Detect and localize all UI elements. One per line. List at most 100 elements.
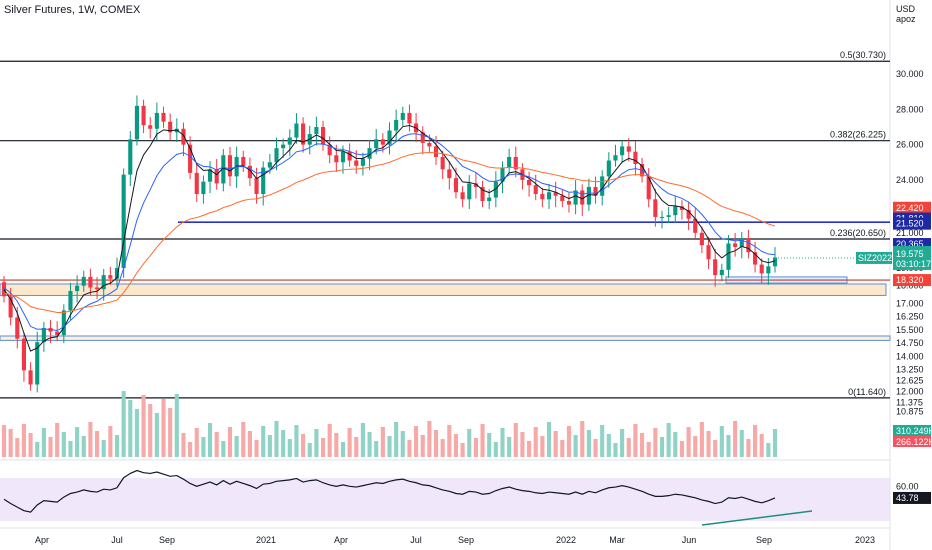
candle-body [380, 139, 385, 145]
candle-body [294, 123, 299, 138]
price-tick-label: 14.750 [896, 338, 924, 348]
ema-fast-line [3, 125, 776, 352]
rsi-line [3, 469, 776, 513]
candle-body [75, 285, 80, 292]
rsi-trendline [701, 510, 813, 526]
volume-bar [733, 421, 738, 457]
volume-bar [407, 440, 412, 457]
volume-bar [214, 432, 219, 457]
volume-bar [713, 440, 718, 457]
chart-title: Silver Futures, 1W, COMEX [4, 4, 141, 16]
volume-bar [620, 429, 625, 457]
candle-body [440, 156, 445, 170]
candle-body [168, 121, 173, 133]
volume-bar [334, 433, 339, 457]
volume-bar [301, 434, 306, 457]
volume-bar [666, 423, 671, 457]
price-tag [893, 217, 931, 230]
candle-body [400, 112, 405, 120]
candle-body [394, 119, 399, 131]
candle-body [241, 156, 246, 166]
volume-bar [566, 426, 572, 457]
candle-body [679, 206, 685, 210]
candle-body [267, 162, 272, 168]
candle-body [746, 238, 751, 253]
candle-body [500, 167, 505, 182]
candle-body [739, 238, 744, 247]
candle-body [573, 190, 578, 205]
support-zone [0, 283, 887, 296]
candle-body [433, 146, 439, 157]
volume-bar [739, 430, 744, 457]
candle-body [161, 112, 166, 122]
price-tick-label: 10.875 [896, 406, 924, 416]
current-price-label: 19.575 [896, 249, 924, 259]
volume-bar [161, 399, 166, 457]
volume-bar [320, 438, 326, 457]
candle-body [214, 169, 219, 184]
volume-bar [433, 430, 439, 457]
candle-body [188, 144, 193, 173]
candle-body [360, 158, 365, 166]
volume-bar [527, 441, 532, 457]
candle-body [546, 192, 552, 200]
volume-bar [653, 428, 658, 457]
candle-body [593, 186, 598, 196]
candle-body [374, 139, 379, 149]
volume-bar [274, 421, 279, 457]
candle-body [686, 209, 691, 219]
volume-bar [467, 429, 472, 457]
candle-body [566, 201, 572, 205]
volume-bar [254, 440, 259, 457]
candle-body [81, 276, 86, 286]
volume-bar [267, 435, 272, 457]
candle-body [247, 165, 252, 179]
candle-body [706, 245, 711, 260]
fib-label: 0.5(30.730) [840, 50, 886, 60]
volume-bar [367, 432, 372, 457]
volume-bar [659, 437, 665, 457]
volume-bar [606, 434, 611, 457]
candle-body [659, 216, 665, 218]
candle-body [540, 194, 545, 200]
candle-body [61, 310, 66, 336]
volume-bar [533, 427, 538, 457]
volume-bar [234, 436, 239, 457]
candle-body [527, 179, 532, 186]
candle-body [320, 127, 326, 145]
volume-bar [207, 423, 213, 457]
volume-bar [387, 436, 392, 457]
volume-bar [706, 431, 711, 457]
volume-bar [134, 409, 139, 457]
candle-body [334, 155, 339, 163]
volume-bar [201, 437, 206, 457]
volume-bar [374, 441, 379, 457]
volume-bar [600, 425, 605, 457]
volume-bar [380, 427, 385, 457]
price-tick-label: 11.375 [896, 398, 923, 408]
candle-body [726, 243, 731, 270]
volume-bar [440, 439, 445, 457]
volume-bar [194, 428, 199, 457]
volume-bar [540, 436, 545, 457]
volume-bar [560, 440, 565, 457]
volume-bar [593, 439, 598, 457]
candle-body [108, 275, 113, 279]
rsi-value-label: 43.78 [896, 493, 919, 503]
candle-body [766, 266, 771, 274]
volume-bar [327, 424, 332, 457]
price-tick-label: 16.250 [896, 312, 924, 322]
price-tag-label: 18.320 [896, 275, 924, 285]
currency-code: USD [896, 4, 916, 14]
volume-bar [55, 423, 60, 457]
volume-tag-label: 266.122K [896, 437, 932, 447]
volume-bar [154, 413, 159, 457]
volume-bar [21, 424, 27, 457]
support-zone-lower [0, 335, 891, 341]
fib-label: 0.236(20.650) [830, 228, 886, 238]
price-tag [893, 274, 931, 287]
volume-bar [247, 431, 252, 457]
volume-bar [699, 422, 704, 457]
volume-bar [121, 391, 126, 457]
